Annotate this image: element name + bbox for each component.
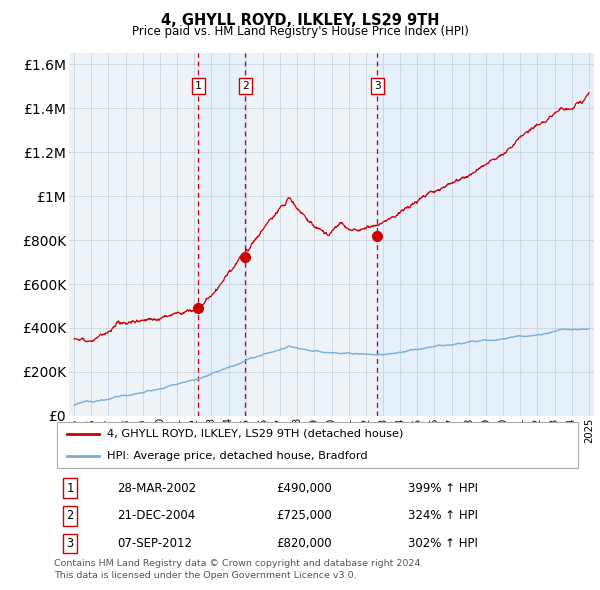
Bar [199,53,245,416]
Text: £490,000: £490,000 [276,481,332,494]
Text: 1: 1 [66,481,73,494]
Text: 21-DEC-2004: 21-DEC-2004 [118,509,196,522]
Text: Contains HM Land Registry data © Crown copyright and database right 2024.: Contains HM Land Registry data © Crown c… [54,559,424,568]
Text: £725,000: £725,000 [276,509,332,522]
Text: 1: 1 [195,81,202,91]
Text: 28-MAR-2002: 28-MAR-2002 [118,481,196,494]
Text: 4, GHYLL ROYD, ILKLEY, LS29 9TH: 4, GHYLL ROYD, ILKLEY, LS29 9TH [161,13,439,28]
Text: 4, GHYLL ROYD, ILKLEY, LS29 9TH (detached house): 4, GHYLL ROYD, ILKLEY, LS29 9TH (detache… [107,429,403,439]
Text: Price paid vs. HM Land Registry's House Price Index (HPI): Price paid vs. HM Land Registry's House … [131,25,469,38]
Text: 399% ↑ HPI: 399% ↑ HPI [408,481,478,494]
FancyBboxPatch shape [56,422,578,468]
Text: 07-SEP-2012: 07-SEP-2012 [118,537,193,550]
Text: 2: 2 [242,81,248,91]
Text: 3: 3 [66,537,73,550]
Text: This data is licensed under the Open Government Licence v3.0.: This data is licensed under the Open Gov… [54,571,356,579]
Text: 2: 2 [66,509,73,522]
Text: 3: 3 [374,81,381,91]
Text: 302% ↑ HPI: 302% ↑ HPI [408,537,478,550]
Text: £820,000: £820,000 [276,537,331,550]
Text: 324% ↑ HPI: 324% ↑ HPI [408,509,478,522]
Bar [377,53,594,416]
Text: HPI: Average price, detached house, Bradford: HPI: Average price, detached house, Brad… [107,451,367,461]
